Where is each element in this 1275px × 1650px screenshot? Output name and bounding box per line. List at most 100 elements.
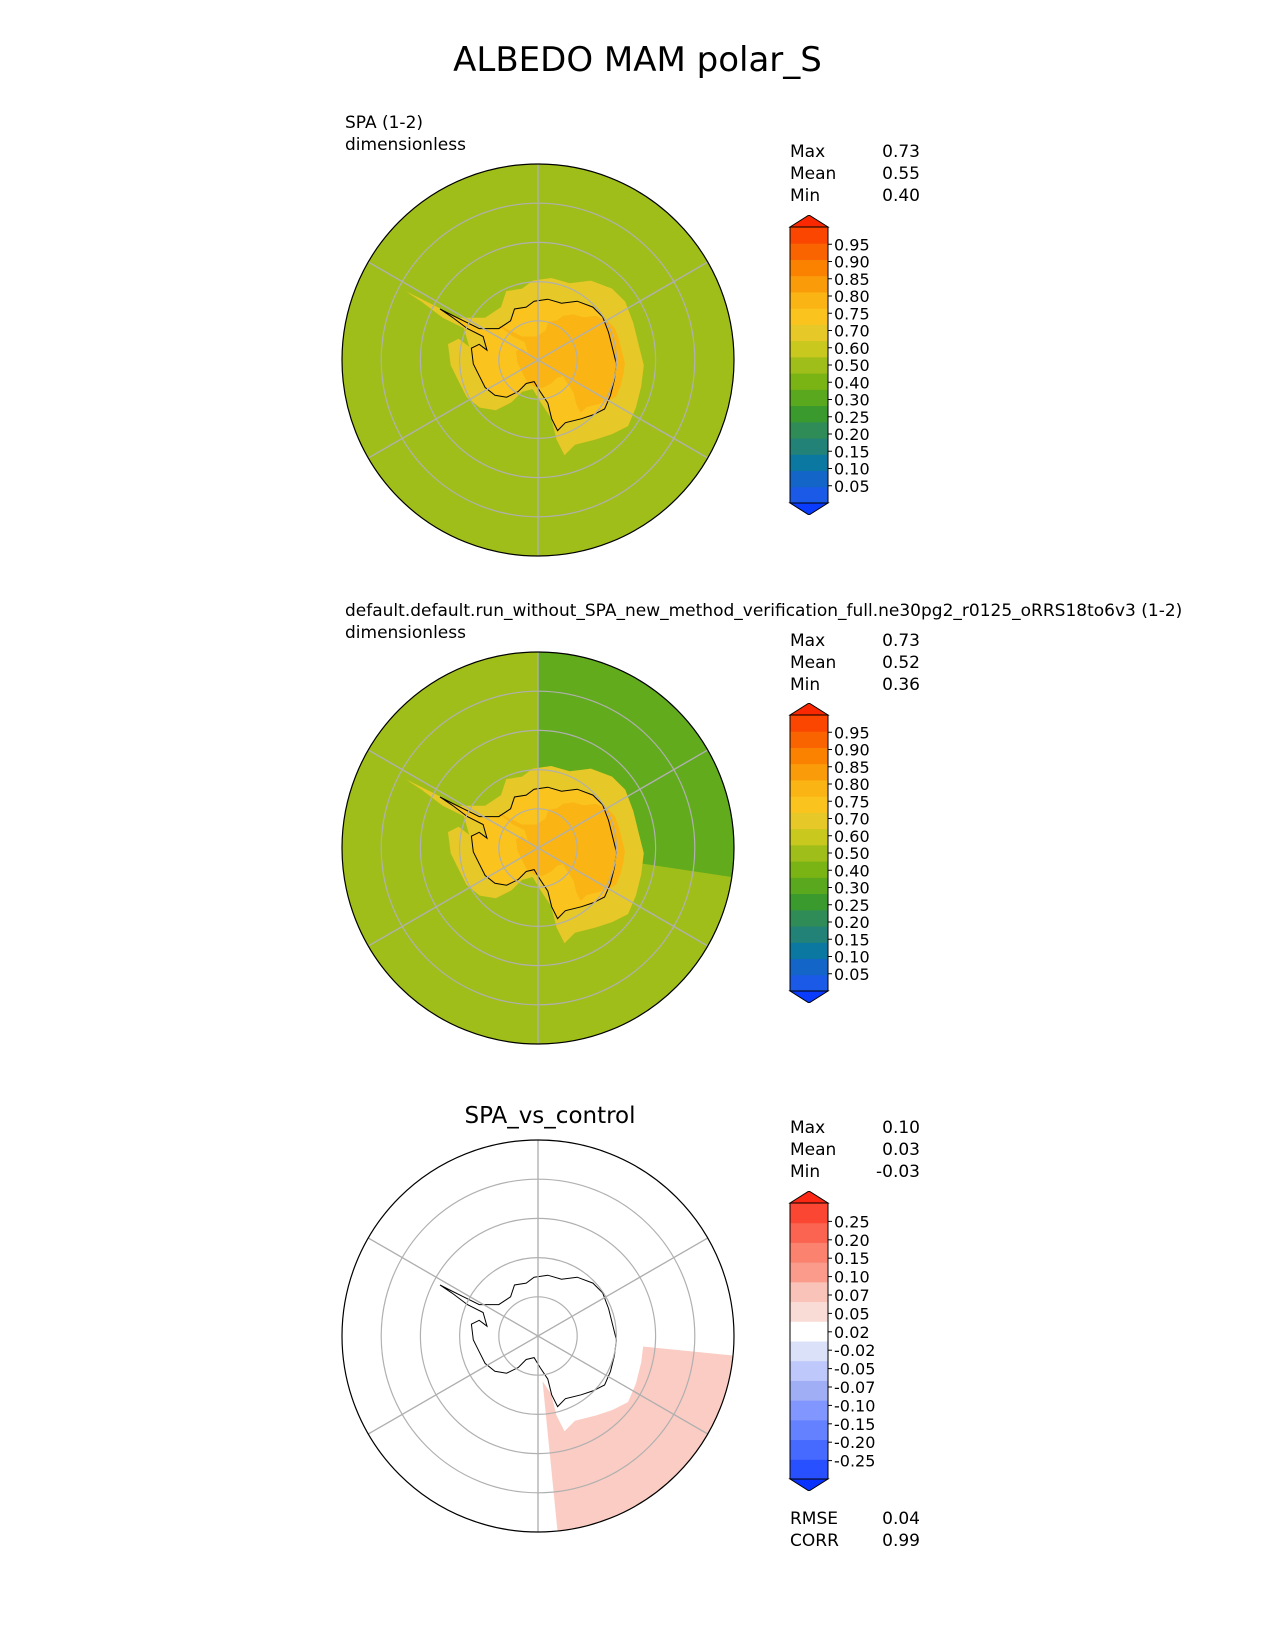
stat-value: 0.03 xyxy=(882,1140,920,1160)
colorbar-tick-label: 0.70 xyxy=(834,322,870,341)
stat-label: Mean xyxy=(790,1140,837,1160)
map-boundary xyxy=(341,163,735,557)
stat-value: 0.52 xyxy=(882,653,920,673)
stat-row: Mean 0.55 xyxy=(790,163,920,185)
coastline xyxy=(439,786,617,920)
colorbar-extend-min xyxy=(788,990,830,1003)
colorbar-extend-max xyxy=(788,1191,830,1204)
interior-field xyxy=(492,314,625,413)
metric-label: CORR xyxy=(790,1531,839,1551)
panel2-polar-map xyxy=(341,651,735,1045)
colorbar-swatch xyxy=(790,1301,828,1322)
colorbar-swatch xyxy=(790,1400,828,1421)
colorbar-swatch xyxy=(790,275,828,293)
colorbar-swatch xyxy=(790,373,828,390)
colorbar-swatch xyxy=(790,731,828,748)
colorbar-swatch xyxy=(790,291,828,309)
colorbar-swatch xyxy=(790,405,828,423)
colorbar-swatch xyxy=(790,893,828,911)
colorbar-tick-label: 0.50 xyxy=(834,356,870,375)
colorbar-swatch xyxy=(790,1281,828,1303)
stat-value: -0.03 xyxy=(876,1162,920,1182)
colorbar-swatch xyxy=(790,454,828,472)
colorbar-tick-label: 0.20 xyxy=(834,425,870,444)
metric-row: CORR 0.99 xyxy=(790,1530,920,1552)
colorbar-tick-label: -0.07 xyxy=(834,1378,875,1397)
longitude-line xyxy=(367,261,709,459)
colorbar-swatch xyxy=(790,1262,828,1283)
metric-row: RMSE 0.04 xyxy=(790,1508,920,1530)
colorbar-swatch xyxy=(790,909,828,927)
coastline xyxy=(439,1274,617,1408)
stat-label: Mean xyxy=(790,653,837,673)
panel3-title: SPA_vs_control xyxy=(464,1103,636,1129)
interior-field xyxy=(492,802,625,901)
colorbar-swatch xyxy=(790,486,828,504)
panel3-metrics: RMSE 0.04 CORR 0.99 xyxy=(790,1508,920,1552)
coastline xyxy=(439,298,617,432)
colorbar-swatch xyxy=(790,958,828,976)
stat-row: Mean 0.03 xyxy=(790,1139,920,1161)
colorbar-tick-label: 0.10 xyxy=(834,1268,870,1287)
panel1-stats: Max 0.73 Mean 0.55 Min 0.40 xyxy=(790,141,920,207)
stat-value: 0.10 xyxy=(882,1118,920,1138)
colorbar-tick-label: -0.10 xyxy=(834,1396,875,1415)
colorbar-tick-label: -0.20 xyxy=(834,1433,875,1452)
stat-label: Min xyxy=(790,1162,821,1182)
stat-value: 0.36 xyxy=(882,675,920,695)
colorbar-tick-label: 0.25 xyxy=(834,896,870,915)
colorbar-tick-label: 0.85 xyxy=(834,758,870,777)
panel1-title: SPA (1-2) xyxy=(345,113,424,133)
colorbar-swatch xyxy=(790,877,828,895)
colorbar-swatch xyxy=(790,715,828,732)
colorbar-swatch xyxy=(790,942,828,960)
colorbar-swatch xyxy=(790,324,828,342)
stat-value: 0.40 xyxy=(882,186,920,206)
colorbar-swatch xyxy=(790,356,828,374)
colorbar-extend-max xyxy=(788,215,830,228)
colorbar-tick-label: 0.20 xyxy=(834,1231,870,1250)
colorbar-tick-label: 0.05 xyxy=(834,1304,870,1323)
colorbar-tick-label: 0.90 xyxy=(834,253,870,272)
stat-row: Max 0.73 xyxy=(790,141,920,163)
colorbar-tick-label: 0.20 xyxy=(834,913,870,932)
colorbar-tick-label: 0.95 xyxy=(834,723,870,742)
colorbar-tick-label: -0.05 xyxy=(834,1360,875,1379)
colorbar-tick-label: -0.25 xyxy=(834,1452,875,1471)
colorbar-swatch xyxy=(790,340,828,358)
metric-value: 0.99 xyxy=(882,1531,920,1551)
colorbar-swatch xyxy=(790,308,828,325)
panel1-units: dimensionless xyxy=(345,135,466,155)
panel1-header: SPA (1-2) dimensionless xyxy=(345,112,466,156)
colorbar-tick-label: 0.25 xyxy=(834,408,870,427)
colorbar-tick-label: 0.80 xyxy=(834,287,870,306)
stat-row: Min -0.03 xyxy=(790,1161,920,1183)
colorbar-swatch xyxy=(790,227,828,244)
colorbar-swatch xyxy=(790,438,828,455)
colorbar-extend-max xyxy=(788,703,830,716)
longitude-line xyxy=(367,1237,709,1435)
stat-label: Max xyxy=(790,631,826,651)
stat-value: 0.73 xyxy=(882,631,920,651)
colorbar-tick-label: 0.60 xyxy=(834,827,870,846)
colorbar-tick-label: 0.15 xyxy=(834,930,870,949)
panel2-header: default.default.run_without_SPA_new_meth… xyxy=(345,600,1182,644)
stat-label: Min xyxy=(790,675,821,695)
colorbar-swatch xyxy=(790,243,828,260)
colorbar-tick-label: 0.90 xyxy=(834,741,870,760)
map-boundary xyxy=(341,651,735,1045)
colorbar-swatch xyxy=(790,259,828,277)
stat-row: Max 0.10 xyxy=(790,1117,920,1139)
stat-row: Min 0.40 xyxy=(790,185,920,207)
colorbar-swatch xyxy=(790,421,828,439)
colorbar-tick-label: 0.40 xyxy=(834,861,870,880)
panel3-stats: Max 0.10 Mean 0.03 Min -0.03 xyxy=(790,1117,920,1183)
colorbar-tick-label: 0.85 xyxy=(834,270,870,289)
continent-field xyxy=(440,1275,617,1407)
colorbar-frame xyxy=(789,1202,829,1480)
stat-label: Min xyxy=(790,186,821,206)
colorbar-tick-label: 0.75 xyxy=(834,792,870,811)
colorbar-tick-label: 0.10 xyxy=(834,460,870,479)
map-boundary xyxy=(341,1139,735,1533)
colorbar-swatch xyxy=(790,1459,828,1480)
